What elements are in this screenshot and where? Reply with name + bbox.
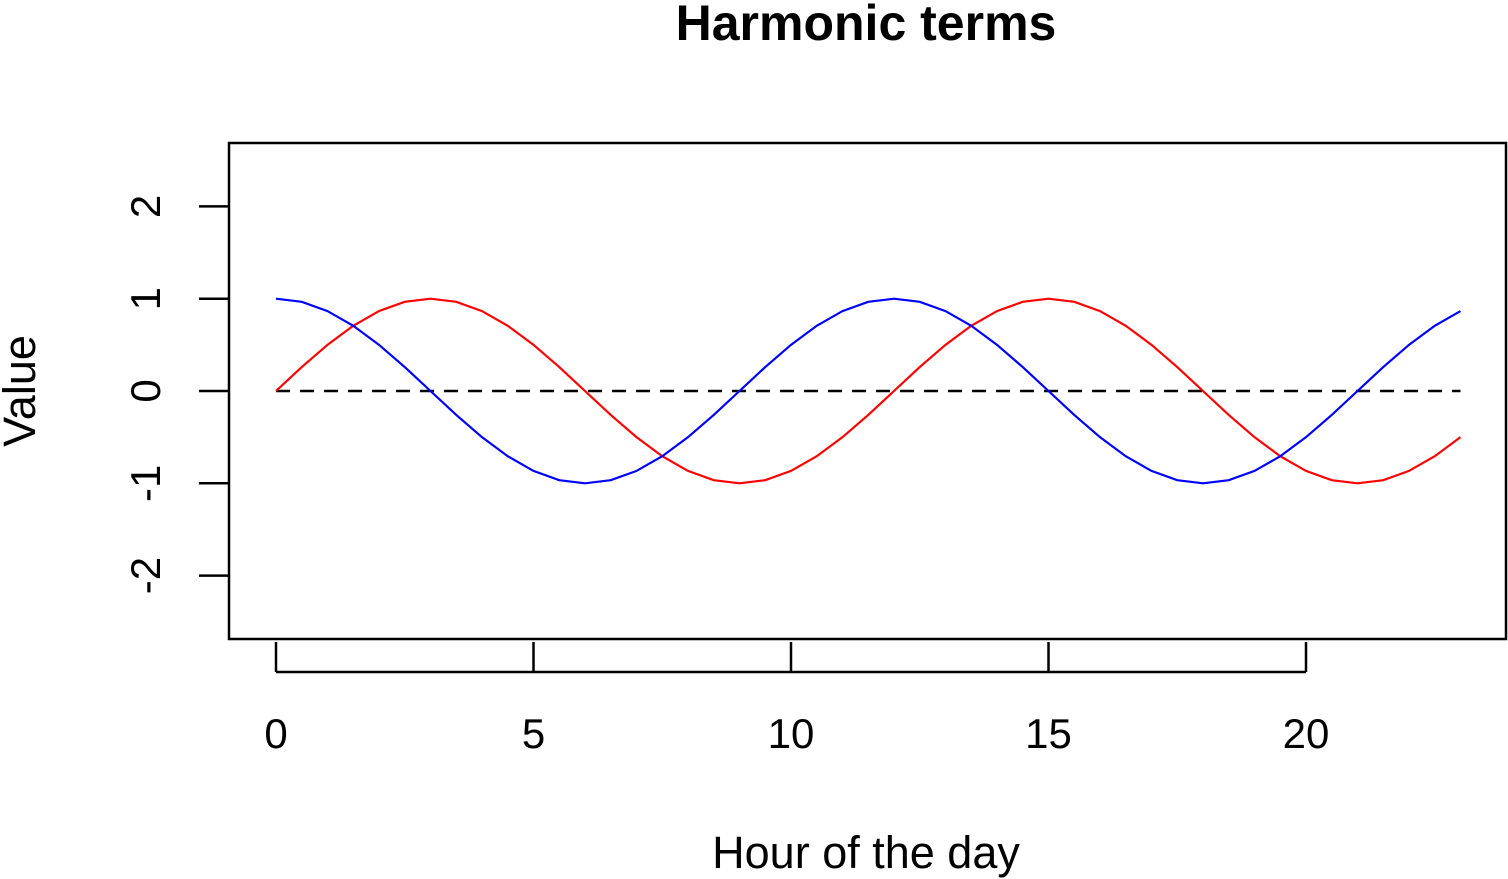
- y-axis: -2 -1 0 1 2: [122, 195, 229, 594]
- x-tick-label: 10: [768, 710, 815, 757]
- y-axis-label: Value: [0, 335, 45, 447]
- y-tick-label: -1: [122, 465, 169, 502]
- y-tick-label: 2: [122, 195, 169, 218]
- x-tick-label: 20: [1283, 710, 1330, 757]
- series-layer: [275, 297, 1462, 485]
- y-tick-label: -2: [122, 557, 169, 594]
- x-tick-label: 0: [264, 710, 287, 757]
- x-axis: 0 5 10 15 20: [264, 642, 1329, 757]
- y-tick-label: 1: [122, 287, 169, 310]
- x-axis-label: Hour of the day: [712, 827, 1020, 878]
- y-tick-label: 0: [122, 379, 169, 402]
- x-tick-label: 5: [522, 710, 545, 757]
- series-line-2: [275, 297, 1462, 485]
- series-line-1: [275, 297, 1462, 485]
- chart-title: Harmonic terms: [676, 0, 1057, 51]
- x-tick-label: 15: [1025, 710, 1072, 757]
